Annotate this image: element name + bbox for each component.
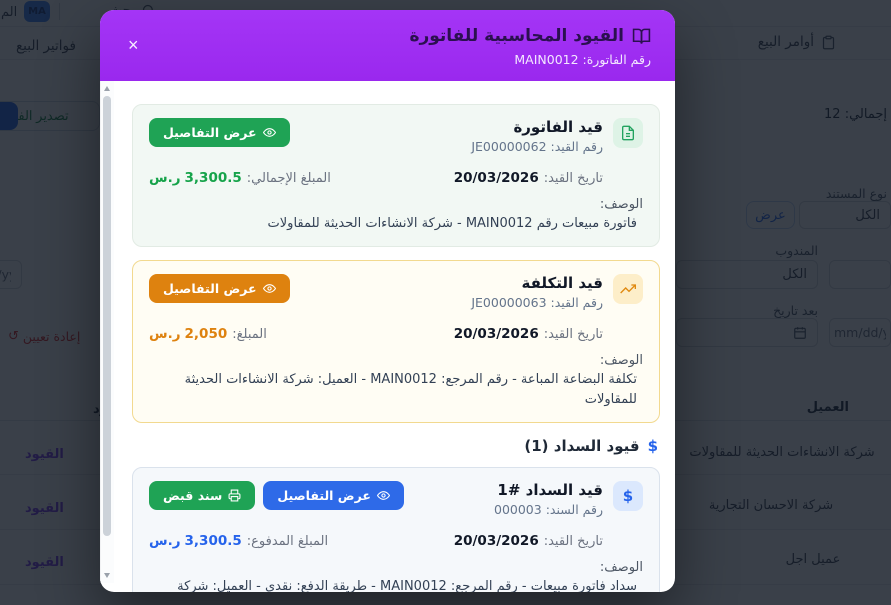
card-title: قيد التكلفة xyxy=(521,274,603,293)
dollar-icon: $ xyxy=(647,437,658,456)
card-title: قيد السداد #1 xyxy=(497,481,603,500)
eye-icon xyxy=(262,282,276,295)
description-label: الوصف: xyxy=(599,197,643,212)
description-text: فاتورة مبيعات رقم MAIN0012 - شركة الانشا… xyxy=(267,216,637,231)
amount-label: المبلغ الإجمالي: xyxy=(246,171,331,186)
invoice-number: MAIN0012 xyxy=(514,52,579,67)
modal-title: القيود المحاسبية للفاتورة xyxy=(409,26,624,46)
receipt-voucher-button[interactable]: سند قبض xyxy=(149,481,256,511)
button-label: سند قبض xyxy=(163,488,223,504)
amount-value: 3,300.5 xyxy=(184,533,242,550)
amount-label: المبلغ: xyxy=(232,327,267,343)
entry-date: تاريخ القيد: 20/03/2026 xyxy=(454,167,603,186)
card-titles: قيد الفاتورة رقم القيد: JE00000062 xyxy=(471,118,603,154)
entry-date: تاريخ القيد:20/03/2026 xyxy=(454,323,603,342)
payments-section-header: $ قيود السداد (1) xyxy=(134,437,658,455)
description-label: الوصف: xyxy=(599,560,643,576)
file-text-icon xyxy=(613,118,643,148)
currency: ر.س xyxy=(149,170,181,186)
entry-number-label: رقم القيد: xyxy=(550,295,603,311)
card-titles: قيد التكلفة رقم القيد: JE00000063 xyxy=(471,274,603,310)
entry-date: تاريخ القيد:20/03/2026 xyxy=(454,530,603,549)
printer-icon xyxy=(228,489,241,502)
view-details-button[interactable]: عرض التفاصيل xyxy=(263,481,404,511)
button-label: عرض التفاصيل xyxy=(163,125,257,140)
card-titles: قيد السداد #1 رقم السند: 000003 xyxy=(494,481,603,517)
eye-icon xyxy=(262,126,276,139)
date-value: 20/03/2026 xyxy=(453,170,539,186)
book-open-icon xyxy=(632,27,651,46)
entry-amount: المبلغ المدفوع:3,300.5ر.س xyxy=(149,530,328,549)
voucher-number-label: رقم السند: xyxy=(545,502,603,518)
scroll-down-arrow-icon[interactable] xyxy=(104,573,110,578)
modal-header: القيود المحاسبية للفاتورة رقم الفاتورة: … xyxy=(100,10,675,81)
trending-up-icon xyxy=(613,274,643,305)
description-text: سداد فاتورة مبيعات - رقم المرجع: MAIN001… xyxy=(177,579,637,592)
button-label: عرض التفاصيل xyxy=(277,488,371,504)
amount-value: 2,050 xyxy=(184,326,228,343)
entry-number: JE00000062 xyxy=(471,139,547,154)
amount-value: 3,300.5 xyxy=(184,170,242,186)
date-label: تاريخ القيد: xyxy=(543,171,603,186)
entry-amount: المبلغ الإجمالي: 3,300.5ر.س xyxy=(149,167,331,186)
eye-icon xyxy=(376,489,390,502)
dollar-icon: $ xyxy=(613,481,643,512)
entry-number: JE00000063 xyxy=(471,295,547,311)
invoice-entry-card: قيد الفاتورة رقم القيد: JE00000062 عرض ا… xyxy=(132,104,660,248)
invoice-number-label: رقم الفاتورة: xyxy=(582,52,651,67)
description-label: الوصف: xyxy=(599,353,643,369)
currency: ر.س xyxy=(149,533,181,550)
date-value: 20/03/2026 xyxy=(453,533,539,550)
scroll-up-arrow-icon[interactable] xyxy=(104,86,110,91)
button-label: عرض التفاصيل xyxy=(163,281,257,297)
payments-section-title: قيود السداد (1) xyxy=(524,437,640,456)
voucher-number: 000003 xyxy=(494,502,542,518)
journal-entries-modal: القيود المحاسبية للفاتورة رقم الفاتورة: … xyxy=(100,10,675,592)
date-label: تاريخ القيد: xyxy=(543,327,603,343)
entry-number-label: رقم القيد: xyxy=(550,139,603,154)
modal-body: قيد الفاتورة رقم القيد: JE00000062 عرض ا… xyxy=(100,81,675,592)
scrollbar-thumb[interactable] xyxy=(103,96,111,536)
close-icon[interactable]: × xyxy=(124,32,143,58)
amount-label: المبلغ المدفوع: xyxy=(246,534,329,550)
date-value: 20/03/2026 xyxy=(453,326,539,343)
currency: ر.س xyxy=(149,326,181,343)
modal-header-text: القيود المحاسبية للفاتورة رقم الفاتورة: … xyxy=(409,26,651,67)
card-title: قيد الفاتورة xyxy=(513,118,603,136)
modal-scrollbar[interactable] xyxy=(100,81,114,583)
view-details-button[interactable]: عرض التفاصيل xyxy=(149,118,290,147)
view-details-button[interactable]: عرض التفاصيل xyxy=(149,274,290,304)
description-text: تكلفة البضاعة المباعة - رقم المرجع: MAIN… xyxy=(184,372,637,408)
entry-amount: المبلغ:2,050ر.س xyxy=(149,323,267,342)
date-label: تاريخ القيد: xyxy=(543,534,603,550)
payment-entry-card: $ قيد السداد #1 رقم السند: 000003 xyxy=(132,467,660,592)
cost-entry-card: قيد التكلفة رقم القيد: JE00000063 عرض ال… xyxy=(132,260,660,424)
